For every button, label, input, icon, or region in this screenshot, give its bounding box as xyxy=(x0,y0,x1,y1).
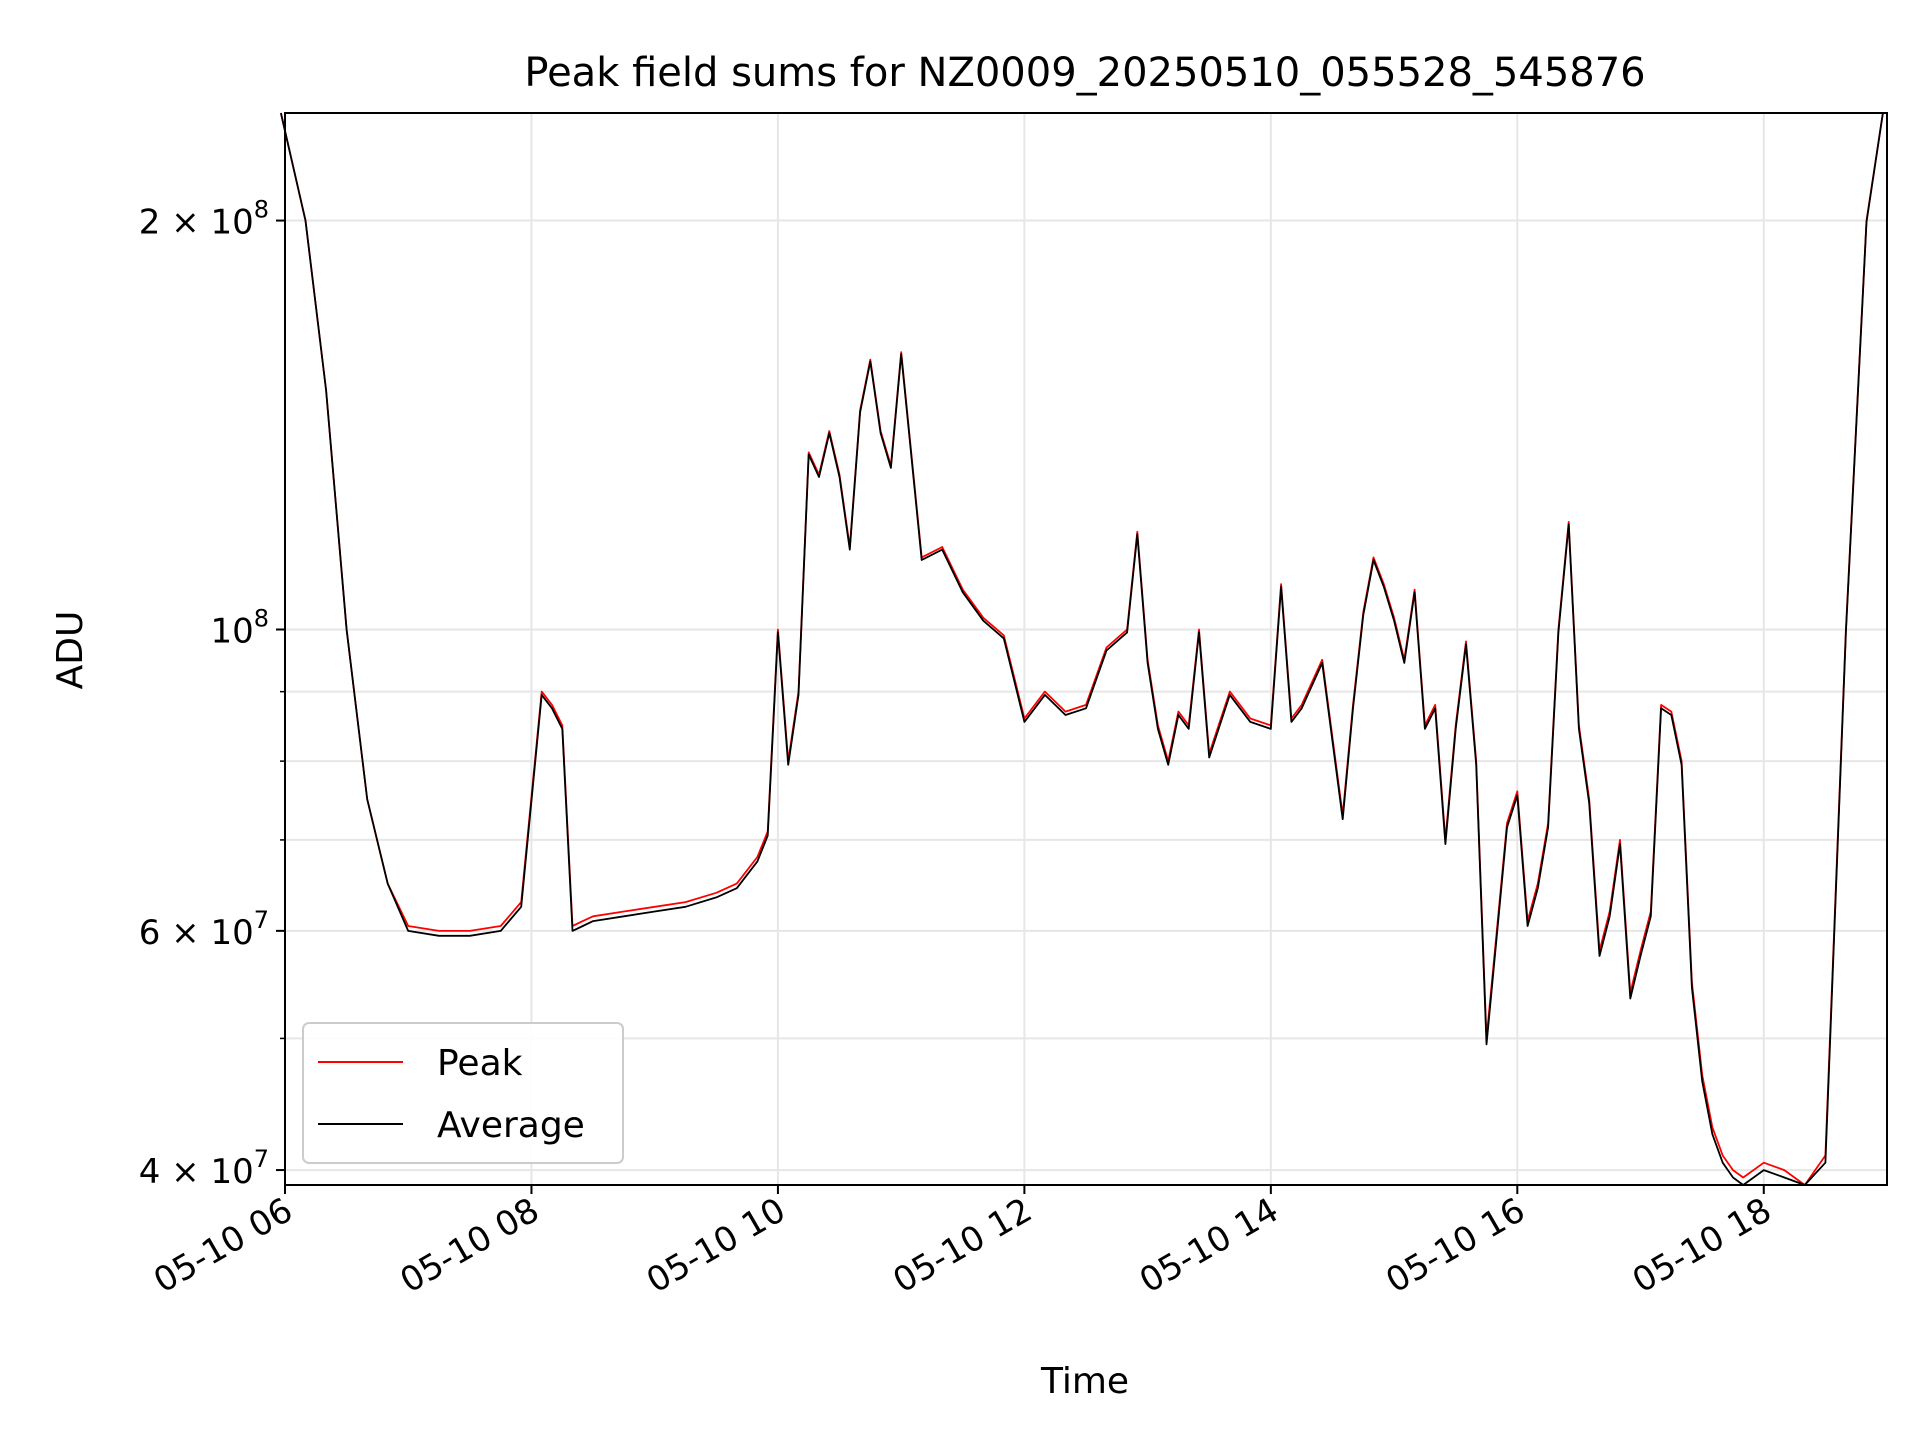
legend: Peak Average xyxy=(302,1022,624,1164)
chart-title: Peak field sums for NZ0009_20250510_0555… xyxy=(524,50,1645,96)
y-tick-label: 6 × 107 xyxy=(139,906,269,953)
series-line-average xyxy=(280,112,1884,1186)
legend-box xyxy=(302,1022,624,1164)
legend-label-peak: Peak xyxy=(437,1043,523,1084)
x-axis-label: Time xyxy=(1040,1361,1129,1402)
y-tick-label: 108 xyxy=(210,604,269,651)
plot-frame xyxy=(284,112,1888,1186)
series-layer xyxy=(280,112,1884,1186)
y-tick-label: 4 × 107 xyxy=(139,1145,269,1192)
y-axis-label: ADU xyxy=(50,611,91,690)
y-tick-label: 2 × 108 xyxy=(139,196,269,243)
legend-label-average: Average xyxy=(437,1105,585,1146)
y-axis-ticks: 4 × 107 6 × 107 108 2 × 108 xyxy=(139,196,285,1192)
